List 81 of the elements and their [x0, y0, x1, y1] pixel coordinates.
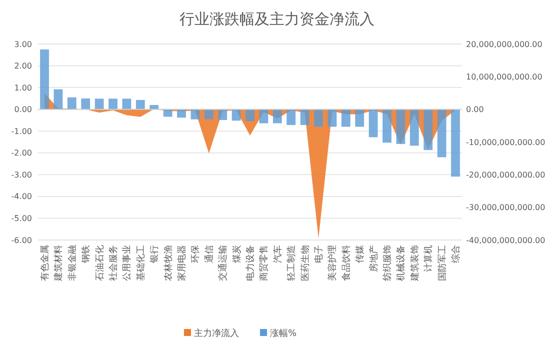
- x-tick-label: 电力设备: [245, 245, 256, 281]
- x-tick-label: 煤炭: [231, 245, 242, 263]
- chart-title: 行业涨跌幅及主力资金净流入: [180, 10, 374, 28]
- bar: [190, 109, 200, 120]
- x-tick-label: 环保: [190, 245, 202, 263]
- bar: [314, 109, 323, 127]
- bar: [67, 97, 76, 110]
- y-tick-label: -1.00: [11, 126, 32, 136]
- bar: [410, 109, 419, 146]
- x-tick-label: 综合: [450, 245, 462, 263]
- legend-label: 主力净流入: [194, 328, 239, 339]
- x-tick-label: 家用电器: [176, 245, 188, 281]
- x-tick-label: 商贸零售: [258, 245, 270, 281]
- x-tick-label: 房地产: [368, 245, 380, 272]
- x-tick-label: 非银金融: [66, 245, 78, 281]
- x-tick-label: 钢铁: [80, 245, 92, 264]
- y2-tick-label: -20,000,000,000.00: [466, 170, 546, 180]
- bar: [382, 109, 392, 143]
- x-tick-label: 国防军工: [436, 245, 448, 281]
- y2-tick-label: 0.00: [466, 105, 484, 114]
- x-tick-label: 公用事业: [122, 245, 133, 281]
- bar: [40, 49, 49, 110]
- x-tick-label: 银行: [149, 245, 160, 264]
- x-tick-label: 基础化工: [135, 245, 146, 281]
- bar: [328, 109, 337, 127]
- bar: [81, 98, 90, 110]
- bar: [246, 109, 254, 122]
- x-tick-label: 纺织服饰: [382, 245, 393, 281]
- y-tick-label: -5.00: [11, 214, 32, 224]
- legend-label: 涨幅%: [270, 328, 297, 339]
- y-tick-label: -3.00: [11, 170, 32, 180]
- bar: [232, 109, 241, 121]
- y-tick-label: 2.00: [14, 62, 32, 71]
- y-tick-label: 3.00: [14, 40, 32, 49]
- bar: [177, 109, 186, 118]
- bar: [341, 109, 350, 127]
- bar: [368, 109, 378, 138]
- bar: [300, 109, 310, 126]
- y2-tick-label: 10,000,000,000.00: [466, 72, 542, 82]
- y-tick-label: -4.00: [11, 192, 32, 202]
- x-tick-label: 食品饮料: [340, 245, 352, 281]
- y-tick-label: 1.00: [14, 83, 32, 92]
- bar: [437, 109, 446, 158]
- y2-tick-label: -30,000,000,000.00: [466, 203, 546, 212]
- bar: [424, 109, 433, 150]
- y2-tick-label: -40,000,000,000.00: [466, 236, 546, 245]
- bar: [355, 109, 364, 127]
- bar: [136, 100, 145, 110]
- x-tick-label: 通信: [204, 245, 215, 263]
- y2-tick-label: -10,000,000,000.00: [466, 138, 546, 147]
- x-tick-label: 有色金属: [40, 245, 51, 281]
- bar: [286, 109, 296, 126]
- x-tick-label: 农林牧渔: [162, 245, 174, 281]
- y2-tick-label: 20,000,000,000.00: [466, 40, 542, 49]
- bar: [396, 109, 406, 144]
- bar: [54, 89, 63, 110]
- x-tick-label: 社会服务: [108, 245, 120, 281]
- y-tick-label: 0.00: [14, 105, 32, 114]
- bar: [108, 98, 118, 110]
- y-tick-label: -2.00: [11, 148, 32, 158]
- x-tick-label: 轻工制造: [286, 245, 298, 281]
- x-tick-label: 建筑装饰: [409, 245, 420, 282]
- x-tick-label: 交通运输: [218, 245, 229, 281]
- x-tick-label: 计算机: [423, 245, 434, 272]
- bar: [218, 109, 228, 120]
- x-tick-label: 石油石化: [94, 245, 106, 281]
- x-tick-label: 机械设备: [396, 245, 407, 281]
- bar: [259, 109, 268, 124]
- bar: [204, 109, 214, 120]
- bar: [94, 98, 104, 110]
- x-tick-label: 电子: [314, 245, 324, 263]
- x-tick-label: 医药生物: [300, 245, 311, 281]
- bar: [451, 109, 460, 177]
- bar: [272, 109, 282, 124]
- x-tick-label: 汽车: [272, 245, 284, 263]
- x-tick-label: 传媒: [354, 245, 366, 263]
- x-tick-label: 建筑材料: [53, 245, 64, 282]
- bar: [150, 104, 159, 110]
- bar: [122, 98, 132, 110]
- x-tick-label: 美容护理: [327, 245, 338, 281]
- y-tick-label: -6.00: [11, 236, 32, 245]
